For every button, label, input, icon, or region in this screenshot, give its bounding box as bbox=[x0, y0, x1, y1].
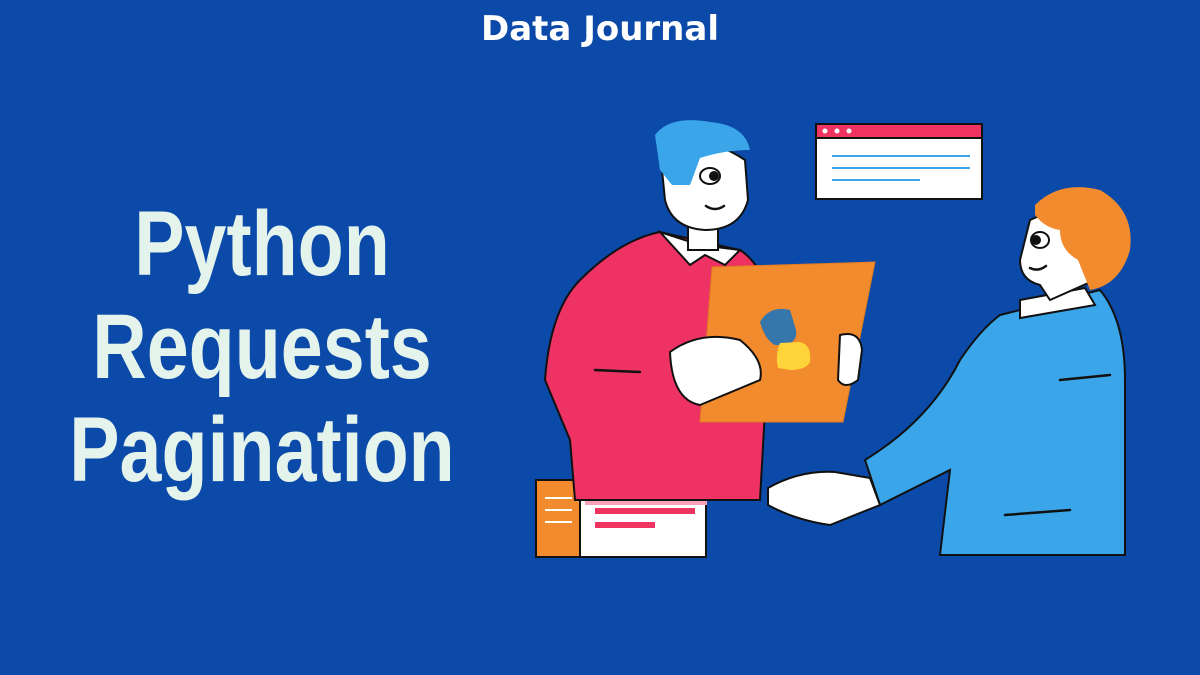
title-line: Requests bbox=[92, 295, 432, 398]
title-block: Python Requests Pagination bbox=[69, 192, 455, 501]
person-left bbox=[543, 120, 876, 501]
person-right bbox=[767, 187, 1131, 556]
title-line: Pagination bbox=[69, 398, 455, 501]
brand: Data Journal bbox=[481, 9, 719, 49]
title-line: Python bbox=[134, 192, 390, 295]
browser-window bbox=[815, 123, 983, 200]
